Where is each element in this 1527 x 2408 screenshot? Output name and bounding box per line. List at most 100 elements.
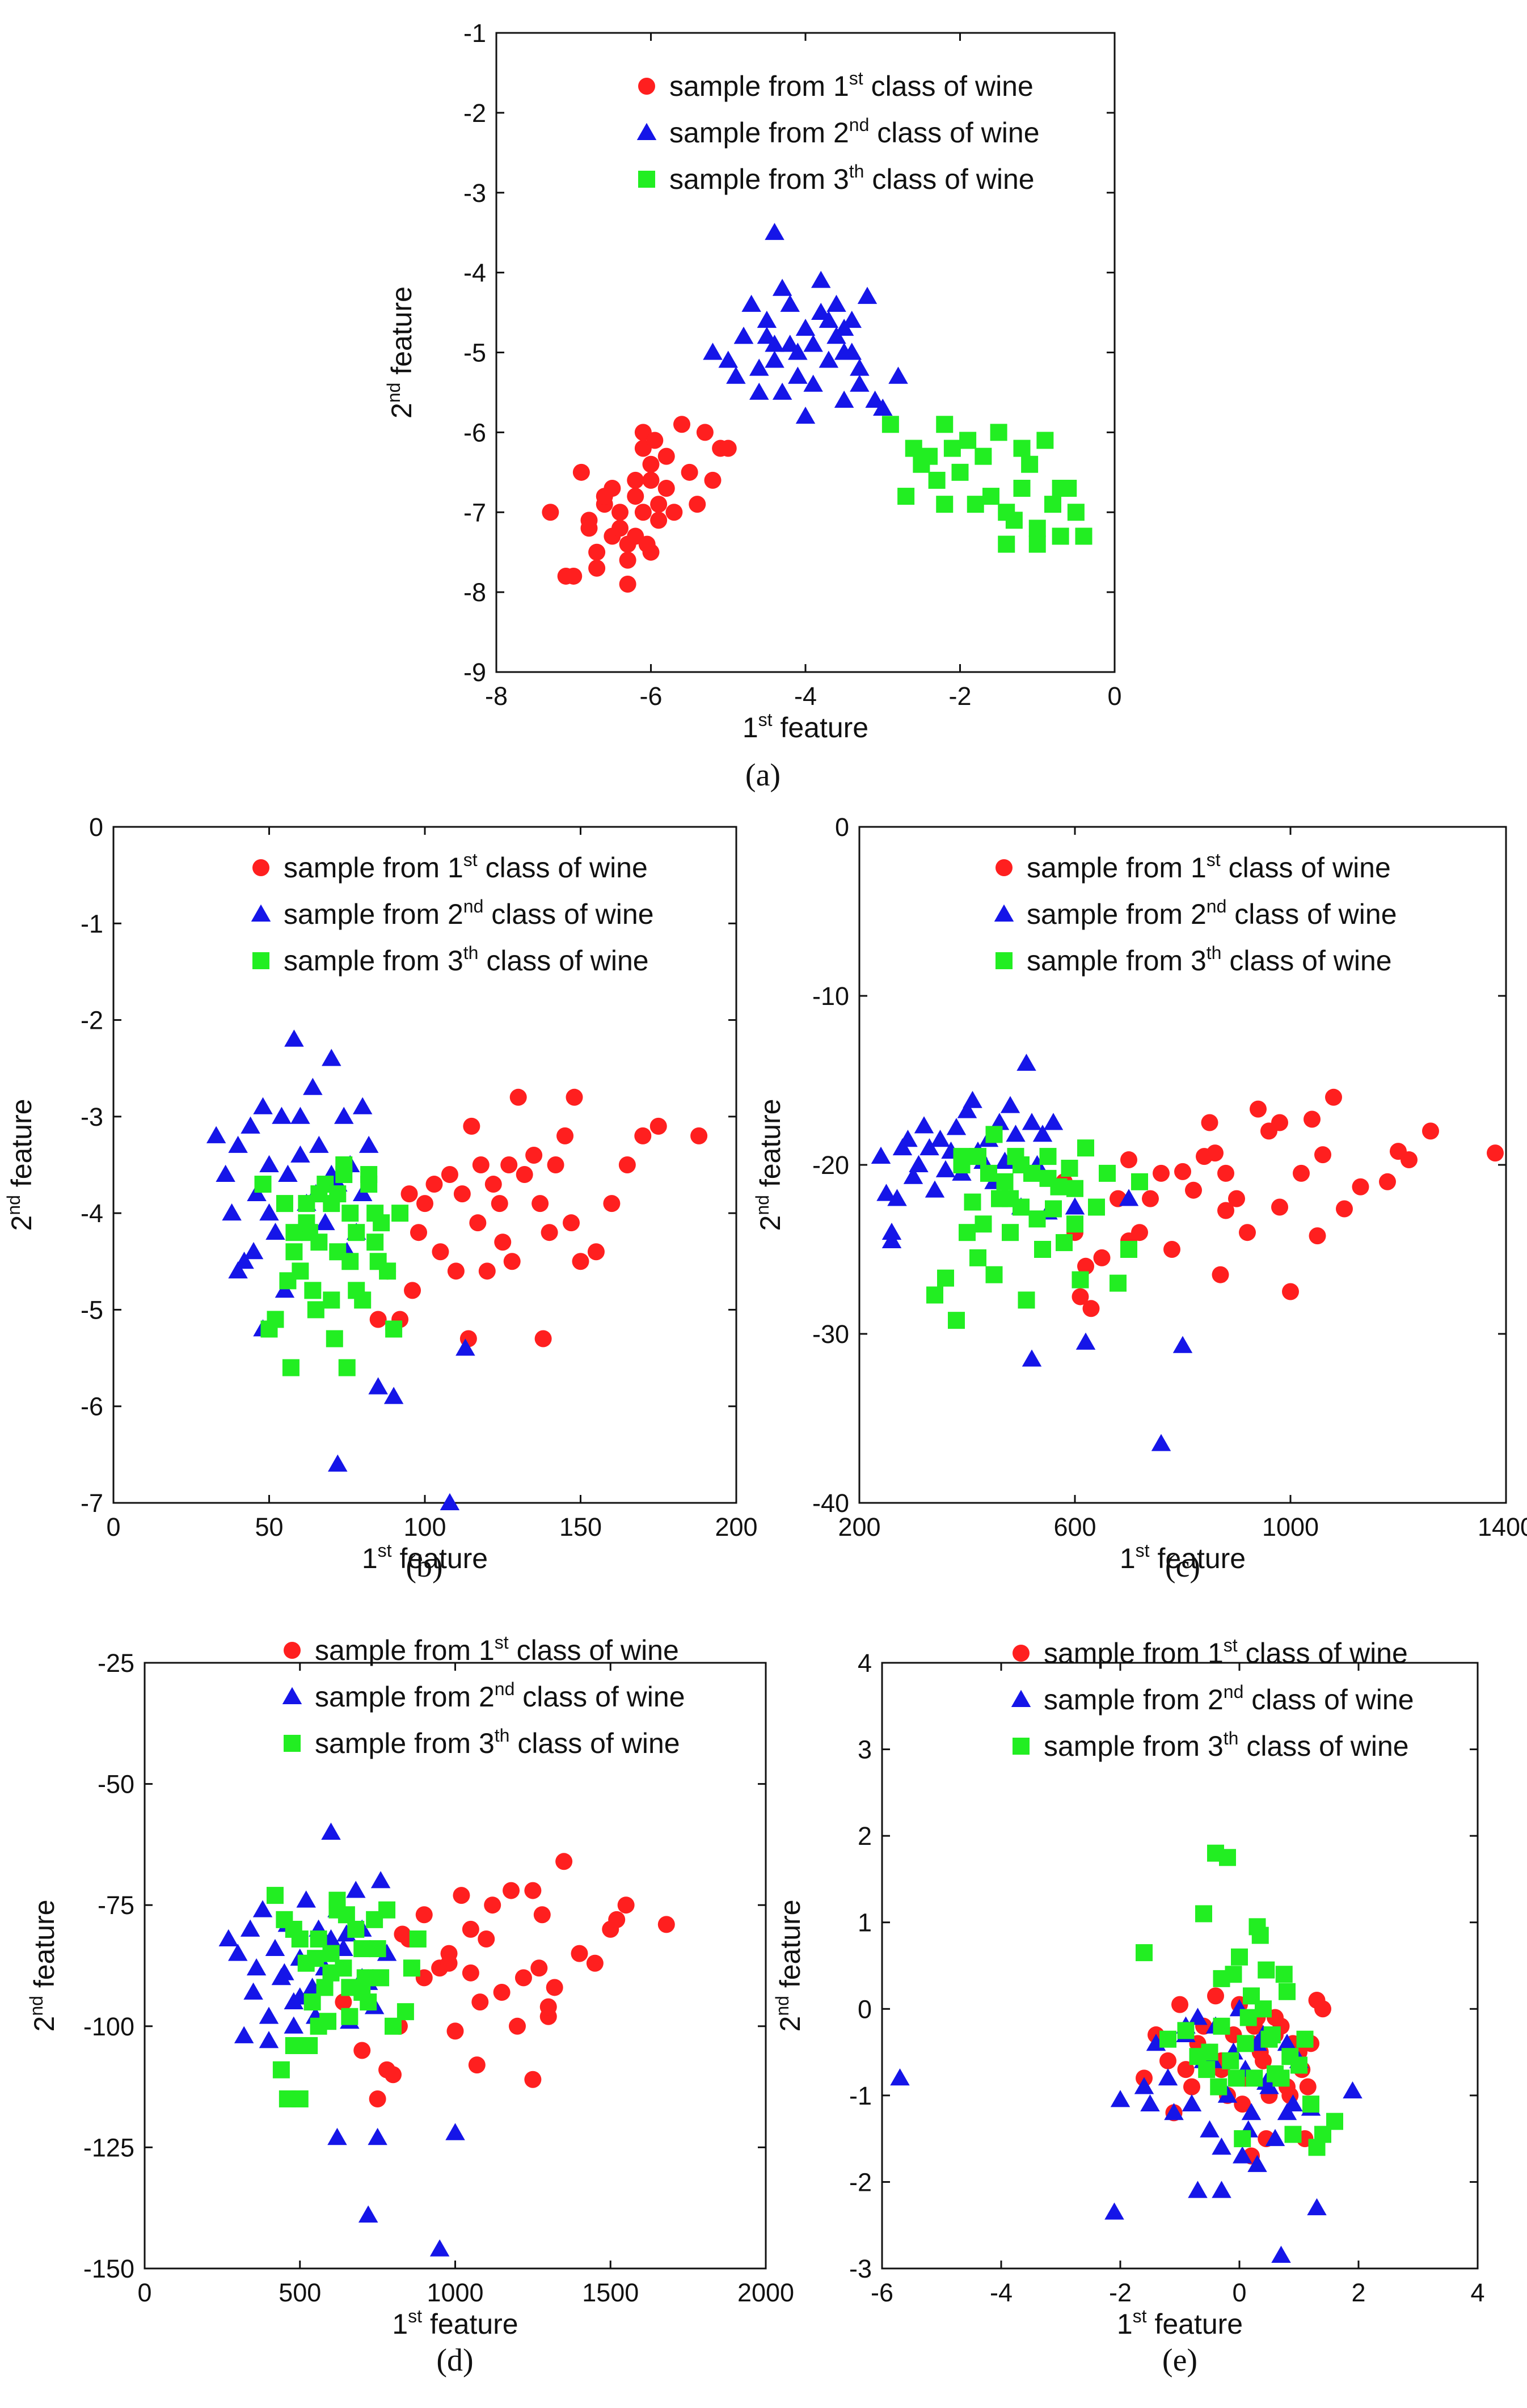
data-point [657, 447, 675, 465]
data-point [1136, 1944, 1153, 1962]
data-point [1177, 2061, 1195, 2079]
data-point [326, 1330, 343, 1347]
data-point [741, 294, 761, 312]
panel-label: (b) [406, 1549, 442, 1584]
x-axis-title: 1st feature [1117, 2306, 1243, 2340]
data-point [1299, 2078, 1317, 2096]
data-point [1212, 1266, 1229, 1283]
legend-entry: sample from 1st class of wine [284, 850, 648, 884]
data-point [795, 406, 816, 424]
data-point [1056, 1234, 1073, 1252]
data-point [857, 286, 878, 304]
y-tick-label: -40 [812, 1489, 849, 1518]
x-tick-label: 1400 [1478, 1513, 1527, 1541]
data-point [1065, 1197, 1085, 1215]
data-point [772, 278, 792, 296]
data-point [534, 1330, 552, 1347]
legend-entry: sample from 3th class of wine [284, 943, 649, 977]
data-point [391, 1205, 409, 1222]
series-1 [542, 416, 737, 593]
legend-marker [638, 78, 655, 95]
data-point [315, 1213, 335, 1231]
data-point [989, 1113, 1010, 1130]
legend: sample from 1st class of wine sample from… [282, 1632, 685, 1759]
legend-marker [284, 1642, 301, 1659]
data-point [1284, 2126, 1302, 2143]
panel-b: 0 50 100 150 200 -7 -6 -5 -4 -3 -2 -1 0 1st feature 2n… [3, 813, 758, 1584]
data-point [1061, 1159, 1078, 1177]
y-tick-label: -30 [812, 1320, 849, 1349]
data-point [509, 2017, 526, 2035]
data-point [372, 1969, 390, 1987]
data-point [307, 1301, 324, 1319]
data-point [1110, 1274, 1127, 1292]
data-point [903, 1167, 923, 1184]
series-1 [369, 1088, 708, 1347]
data-point [1379, 1173, 1396, 1190]
data-point [347, 1920, 365, 1938]
legend: sample from 1st class of wine sample from… [636, 68, 1040, 195]
data-point [303, 1993, 321, 2011]
data-point [703, 343, 723, 360]
data-point [665, 504, 683, 521]
data-point [440, 1954, 458, 1972]
panel-c: 200 600 1000 1400 -40 -30 -20 -10 0 1st feature 2n… [752, 813, 1527, 1584]
x-tick-label: -8 [485, 682, 508, 711]
data-point [1234, 2096, 1251, 2113]
data-point [617, 1896, 635, 1914]
data-point [1158, 2068, 1178, 2086]
data-point [369, 1311, 387, 1328]
data-point [657, 1916, 675, 1933]
data-point [1228, 1190, 1245, 1207]
y-tick-label: -1 [81, 909, 103, 938]
y-tick-label: -7 [463, 498, 486, 527]
data-point [898, 1130, 918, 1147]
data-point [524, 2071, 542, 2088]
data-point [998, 535, 1015, 553]
data-point [1039, 1169, 1057, 1187]
data-point [719, 440, 737, 457]
x-tick-label: 0 [1107, 682, 1121, 711]
x-axis-title: 1st feature [362, 1540, 488, 1574]
x-tick-label: 2000 [737, 2278, 794, 2307]
data-point [341, 1253, 359, 1270]
data-point [310, 1233, 328, 1251]
data-point [959, 1224, 976, 1241]
data-point [1006, 1125, 1026, 1142]
data-point [650, 496, 668, 513]
data-point [542, 504, 559, 521]
data-point [1119, 1189, 1139, 1206]
data-point [1198, 2061, 1216, 2079]
data-point [290, 1145, 310, 1163]
data-point [228, 1944, 248, 1961]
legend-entry: sample from 2nd class of wine [1027, 896, 1397, 930]
data-point [1263, 2026, 1281, 2044]
data-point [478, 1930, 495, 1948]
data-point [1032, 1125, 1053, 1142]
data-point [335, 1166, 353, 1184]
data-point [951, 463, 969, 481]
data-point [1002, 1190, 1019, 1207]
data-point [539, 1998, 557, 2016]
legend: sample from 1st class of wine sample from… [1011, 1635, 1414, 1762]
data-point [1045, 1200, 1062, 1218]
data-point [905, 440, 922, 457]
data-point [369, 2090, 386, 2107]
data-point [1314, 1146, 1331, 1164]
data-point [368, 1377, 388, 1395]
data-point [1183, 2078, 1200, 2096]
data-point [404, 1282, 421, 1299]
data-point [990, 424, 1007, 441]
data-point [533, 1906, 551, 1924]
data-point [285, 2037, 302, 2054]
data-point [757, 327, 777, 344]
legend: sample from 1st class of wine sample from… [251, 850, 654, 977]
data-point [1352, 1178, 1369, 1195]
data-point [1077, 1257, 1094, 1275]
data-point [596, 488, 613, 505]
data-point [603, 1195, 621, 1213]
data-point [284, 1029, 304, 1047]
data-point [1028, 1210, 1046, 1228]
data-point [469, 1214, 487, 1232]
x-axis-title: 1st feature [1120, 1540, 1246, 1574]
